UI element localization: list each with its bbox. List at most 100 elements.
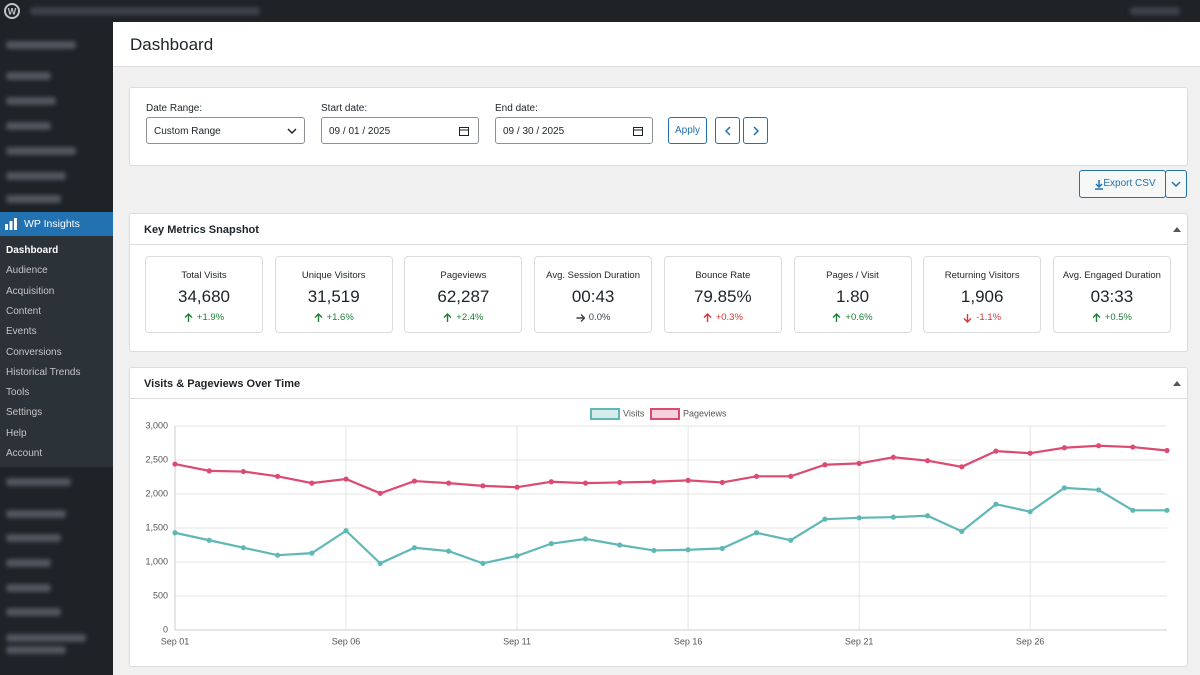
change-text: +0.6% [845,312,873,323]
collapse-toggle[interactable] [1173,226,1181,232]
export-dropdown[interactable] [1165,170,1187,198]
divider [130,398,1187,399]
range-value: Custom Range [154,126,221,137]
metric-card: Pageviews 62,287 +2.4% [404,256,523,333]
blurred-account [1130,7,1180,15]
apply-button[interactable]: Apply [668,117,707,144]
submenu-item[interactable]: Content [6,305,42,317]
blurred-menu [6,172,66,180]
start-input[interactable]: 09 / 01 / 2025 [321,117,479,144]
blurred-menu [6,559,51,567]
metric-card: Bounce Rate 79.85% +0.3% [663,256,782,333]
prev-button[interactable] [715,117,740,144]
export-label: Export CSV [1103,178,1156,189]
chevron-right [752,126,759,136]
metric-change: +1.6% [276,312,392,323]
trend-arrow [963,313,972,323]
metric-value: 31,519 [307,287,360,306]
metric-card: Avg. Session Duration 00:43 0.0% [534,256,653,333]
blurred-menu [6,478,71,486]
wp-logo[interactable]: W [2,0,24,22]
metric-value: 34,680 [178,287,230,306]
svg-text:W: W [8,6,17,16]
change-text: -1.1% [976,312,1002,323]
end-value: 09 / 30 / 2025 [503,126,565,137]
metric-label: Avg. Session Duration [546,270,640,281]
metric-value: 62,287 [437,287,490,306]
blurred-menu [6,534,61,542]
submenu-item[interactable]: Dashboard [6,245,59,256]
chevron-left [724,126,731,136]
blurred-menu [6,634,86,642]
filter-card: Date Range: Custom Range Start date: 09 … [129,87,1188,166]
metric-change: +0.6% [795,312,911,323]
change-text: +1.6% [326,312,354,323]
calendar-icon [633,127,643,136]
blurred-menu [6,510,66,518]
metric-card: Pages / Visit 1.80 +0.6% [793,256,912,333]
metric-value: 03:33 [1090,287,1134,306]
page-title: Dashboard [130,35,214,54]
change-text: 0.0% [588,312,611,323]
calendar-icon [459,127,469,136]
metric-value: 1,906 [960,287,1004,306]
submenu-item[interactable]: Tools [6,387,30,399]
chevron [287,128,297,135]
metric-label: Unique Visitors [301,270,366,281]
submenu-item[interactable]: Account [6,448,43,459]
download-icon [1095,180,1103,190]
chevron [1171,181,1181,188]
metric-change: +0.5% [1054,312,1170,323]
metric-card: Unique Visitors 31,519 +1.6% [274,256,393,333]
range-label: Date Range: [146,103,203,114]
submenu-item[interactable]: Help [6,427,27,439]
trend-arrow [703,312,712,322]
submenu-item[interactable]: Conversions [6,346,62,358]
export-button[interactable]: Export CSV [1079,170,1166,198]
metric-change: 0.0% [535,312,651,323]
blurred-menu [6,646,66,654]
metric-change: -1.1% [924,312,1040,323]
metric-label: Total Visits [181,270,227,281]
submenu: Dashboard Audience Acquisition Content Event… [0,236,113,467]
metric-card: Returning Visitors 1,906 -1.1% [923,256,1042,333]
end-label: End date: [495,103,538,114]
trend-arrow [832,312,841,322]
submenu-item[interactable]: Historical Trends [6,366,81,378]
submenu-item[interactable]: Audience [6,265,48,277]
metrics-card: Key Metrics Snapshot Total Visits 34,680 +… [129,213,1188,352]
blurred-menu [6,122,51,130]
collapse-toggle[interactable] [1173,380,1181,386]
metric-label: Returning Visitors [944,270,1020,281]
end-input[interactable]: 09 / 30 / 2025 [495,117,653,144]
blurred-menu [6,41,76,49]
plugin-name: WP Insights [24,218,80,230]
metric-change: +0.3% [665,312,781,323]
metrics-title: Key Metrics Snapshot [144,224,259,236]
trend-arrow [443,312,452,322]
blurred-menu [6,147,76,155]
metric-value: 79.85% [693,287,752,306]
start-label: Start date: [321,103,368,114]
metric-change: +2.4% [405,312,521,323]
chart-icon [5,218,17,230]
trend-arrow [1092,312,1101,322]
range-select[interactable]: Custom Range [146,117,305,144]
submenu-item[interactable]: Settings [6,407,43,419]
metric-label: Avg. Engaged Duration [1062,270,1161,281]
admin-sidebar: WP Insights Dashboard Audience Acquisition… [0,22,113,675]
metric-change: +1.9% [146,312,262,323]
next-button[interactable] [743,117,768,144]
submenu-item[interactable]: Events [6,326,37,338]
active-menu[interactable]: WP Insights [0,212,113,236]
metric-label: Pageviews [440,270,487,281]
divider [130,244,1187,245]
metric-card: Avg. Engaged Duration 03:33 +0.5% [1052,256,1171,333]
trend-arrow [576,313,585,322]
blurred-menu [6,195,61,203]
submenu-item[interactable]: Acquisition [6,285,55,297]
blurred-menu [6,72,51,80]
blurred-menu [6,608,61,616]
blurred-menu [6,584,51,592]
